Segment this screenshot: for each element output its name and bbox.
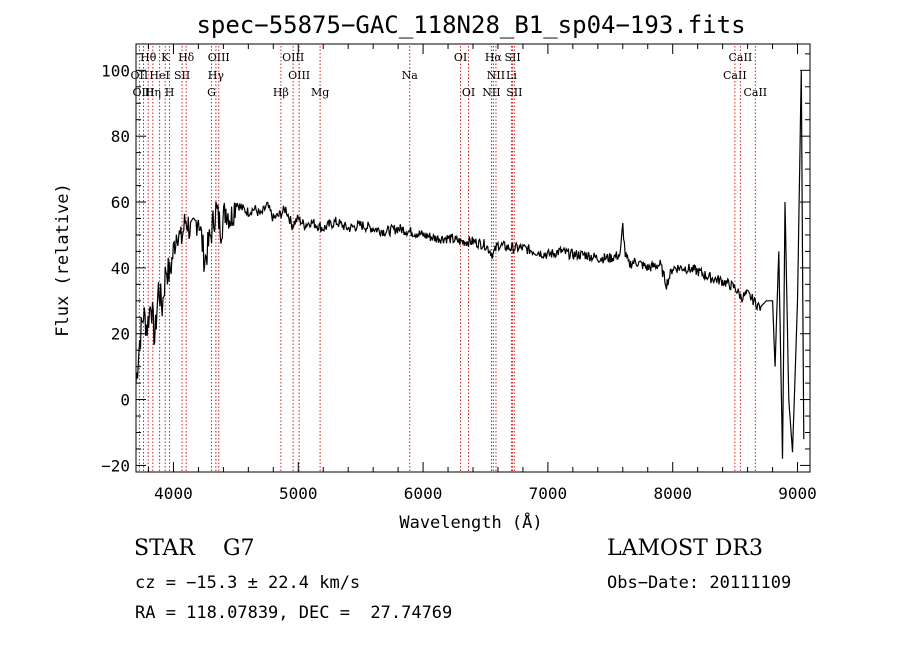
line-label-16: Na [402, 69, 419, 82]
y-tick-label-100: 100 [101, 61, 130, 80]
line-label-15: Mg [311, 86, 329, 99]
y-tick-label-0: 0 [120, 391, 130, 410]
redshift-label: cz = −15.3 ± 22.4 km/s [135, 573, 361, 593]
line-label-18: OI [462, 86, 475, 99]
line-label-9: OIII [208, 51, 230, 64]
y-tick-label-20: 20 [111, 325, 130, 344]
line-label-27: CaII [743, 86, 767, 99]
line-label-24: SII [506, 86, 522, 99]
x-tick-label-7000: 7000 [529, 484, 568, 503]
spectrum-series [135, 70, 805, 459]
line-label-21: NII [482, 86, 500, 99]
x-tick-label-6000: 6000 [404, 484, 443, 503]
line-label-17: OI [454, 51, 467, 64]
x-tick-label-4000: 4000 [154, 484, 193, 503]
star-class-label: STAR G7 [134, 536, 255, 561]
line-label-13: OIII [282, 51, 304, 64]
x-tick-label-5000: 5000 [279, 484, 318, 503]
line-label-5: K [161, 51, 170, 64]
survey-label: LAMOST DR3 [607, 536, 763, 561]
line-label-12: Hβ [273, 86, 289, 99]
line-label-11: G [207, 86, 216, 99]
plot-frame [135, 43, 811, 473]
line-label-23: Li [506, 69, 517, 82]
line-label-7: SII [174, 69, 190, 82]
line-label-2: OIII [132, 86, 154, 99]
line-label-19: Hα [485, 51, 503, 64]
obs-date-label: Obs−Date: 20111109 [607, 573, 792, 593]
line-label-10: Hγ [208, 69, 225, 82]
spectrum-line [135, 70, 805, 459]
line-label-26: CaII [723, 69, 747, 82]
line-label-14: OIII [288, 69, 310, 82]
y-tick-label-80: 80 [111, 127, 130, 146]
x-axis-label: Wavelength (Å) [399, 511, 542, 533]
y-axis-label: Flux (relative) [53, 183, 73, 337]
line-label-20: NII [487, 69, 505, 82]
line-label-25: CaII [729, 51, 753, 64]
line-label-4: Hη [145, 86, 161, 99]
y-tick-label-60: 60 [111, 193, 130, 212]
x-tick-label-9000: 9000 [778, 484, 817, 503]
x-tick-label-8000: 8000 [653, 484, 692, 503]
line-label-8: Hδ [178, 51, 195, 64]
x-axis-ticks: 4000 5000 6000 7000 8000 9000 [147, 44, 817, 503]
coordinates-label: RA = 118.07839, DEC = 27.74769 [135, 603, 453, 623]
y-tick-label-40: 40 [111, 259, 130, 278]
line-label-0: Hθ [140, 51, 157, 64]
y-axis-ticks: −20 0 20 40 60 80 100 [101, 53, 810, 475]
y-tick-label--20: −20 [101, 456, 130, 475]
line-label-3: HeI [149, 69, 169, 82]
line-label-1: OII [131, 69, 149, 82]
line-label-22: SII [504, 51, 520, 64]
emission-line-markers [138, 46, 756, 472]
line-label-6: H [165, 86, 175, 99]
chart-title: spec−55875−GAC_118N28_B1_sp04−193.fits [196, 11, 745, 39]
